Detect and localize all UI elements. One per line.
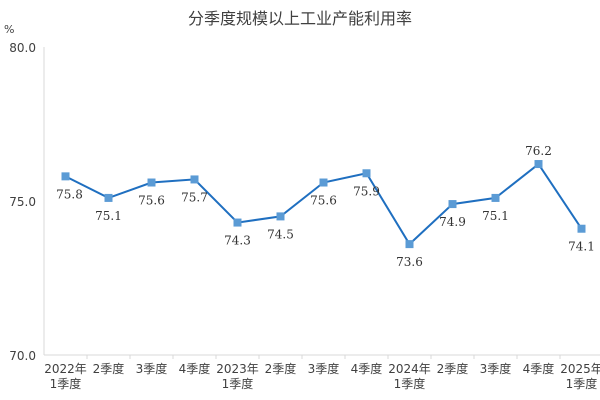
y-tick-label: 75.0 (9, 195, 36, 209)
y-axis-unit: % (4, 23, 14, 36)
x-tick-label: 4季度 (351, 361, 383, 376)
y-tick-label: 80.0 (9, 41, 36, 55)
x-tick-label: 3季度 (480, 361, 512, 376)
data-point-marker (448, 200, 457, 209)
x-tick-label: 2024年 1季度 (388, 362, 431, 391)
x-tick-label: 2025年 1季度 (560, 362, 600, 391)
data-label: 73.6 (396, 255, 423, 269)
data-point-marker (319, 178, 328, 187)
data-point-marker (190, 175, 199, 184)
data-label: 75.6 (138, 194, 165, 208)
data-label: 75.7 (181, 190, 208, 204)
data-label: 75.8 (56, 187, 83, 201)
x-tick-label: 2022年 1季度 (44, 362, 87, 391)
data-label: 76.2 (525, 144, 552, 158)
data-point-marker (362, 169, 371, 178)
x-tick-label: 4季度 (179, 361, 211, 376)
data-label: 75.6 (310, 194, 337, 208)
y-axis: 70.0 75.0 80.0 (9, 41, 45, 363)
x-tick-label: 2季度 (437, 361, 469, 376)
x-tick-label: 4季度 (523, 361, 555, 376)
data-label: 74.5 (267, 227, 294, 241)
data-point-marker (104, 193, 113, 202)
data-point-marker (534, 160, 543, 169)
x-axis: 2022年 1季度 2季度 3季度 4季度 2023年 1季度 2季度 3季度 4季度 2024年 1… (44, 354, 600, 391)
x-tick-label: 3季度 (308, 361, 340, 376)
data-point-marker (491, 193, 500, 202)
data-label: 74.3 (224, 234, 251, 248)
x-tick-label: 3季度 (136, 361, 168, 376)
data-label: 75.1 (482, 209, 509, 223)
data-label: 74.1 (568, 240, 595, 254)
x-tick-label: 2季度 (93, 361, 125, 376)
data-point-marker (577, 224, 586, 233)
chart-title: 分季度规模以上工业产能利用率 (188, 9, 412, 28)
data-point-marker (147, 178, 156, 187)
series-line: 75.8 75.1 75.6 75.7 74.3 74.5 75.6 75.9 73.6 74.9… (56, 144, 595, 269)
data-label: 75.1 (95, 209, 122, 223)
data-point-marker (276, 212, 285, 221)
data-point-marker (405, 240, 414, 249)
data-point-marker (61, 172, 70, 181)
x-tick-label: 2季度 (265, 361, 297, 376)
data-point-marker (233, 218, 242, 227)
x-tick-label: 2023年 1季度 (216, 362, 259, 391)
data-label: 74.9 (439, 215, 466, 229)
data-label: 75.9 (353, 184, 380, 198)
y-tick-label: 70.0 (9, 349, 36, 363)
